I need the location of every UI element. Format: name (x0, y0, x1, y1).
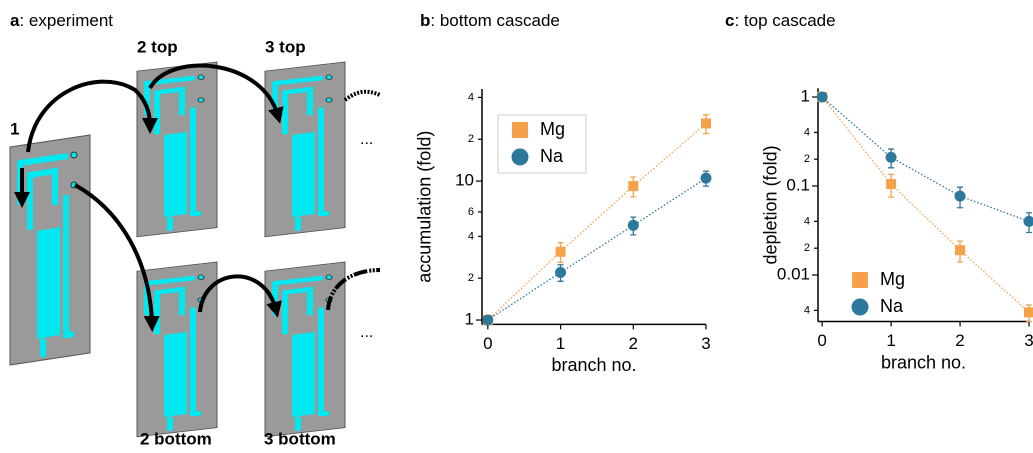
y-tick-label: 0.1 (786, 175, 810, 194)
ellipsis: ... (360, 324, 373, 341)
y-tick-label: 4 (804, 304, 810, 316)
legend-label: Mg (540, 119, 565, 139)
marker (555, 267, 566, 278)
legend-swatch (852, 272, 868, 288)
marker (1024, 307, 1033, 317)
legend-label: Na (880, 296, 904, 316)
x-axis-label: branch no. (881, 352, 966, 372)
marker (701, 173, 712, 184)
legend-label: Mg (880, 269, 905, 289)
chip-label: 2 bottom (140, 429, 212, 448)
y-tick-label: 1 (465, 310, 474, 329)
chart-title: b: bottom cascade (420, 11, 560, 30)
x-tick-label: 2 (629, 334, 638, 353)
marker (955, 191, 966, 202)
series-line (822, 97, 1029, 221)
legend: Mg Na (498, 115, 586, 173)
y-tick-label: 6 (468, 206, 474, 218)
y-tick-label: 4 (468, 230, 474, 242)
chart: c: top cascade 1 4 2 0.1 4 2 0.01 4 0 1 2 3 branch no… (725, 11, 1033, 372)
y-axis-label: depletion (fold) (761, 145, 781, 264)
panel-letter: b (420, 11, 430, 30)
arrow-tail (345, 92, 380, 100)
panel-letter: c (725, 11, 734, 30)
marker (482, 315, 493, 326)
y-tick-label: 1 (801, 87, 810, 106)
x-tick-label: 1 (556, 334, 565, 353)
marker (628, 220, 639, 231)
y-tick-label: 4 (804, 215, 810, 227)
panel-title: a: experiment (10, 11, 113, 30)
chip (265, 62, 345, 237)
x-tick-label: 0 (817, 331, 826, 350)
title-text: : bottom cascade (430, 11, 559, 30)
series-line (488, 178, 706, 320)
chip-label: 2 top (137, 37, 178, 56)
marker (701, 118, 711, 128)
y-tick-label: 0.01 (777, 264, 810, 283)
chart-title: c: top cascade (725, 11, 836, 30)
y-tick-label: 4 (804, 126, 810, 138)
y-axis-label: accumulation (fold) (415, 131, 435, 283)
panel-a: a: experiment 1 2 top 3 top 2 bottom 3 b… (10, 11, 380, 448)
ellipsis: ... (360, 131, 373, 148)
y-tick-label: 2 (468, 272, 474, 284)
y-tick-label: 2 (804, 153, 810, 165)
chip-label: 3 top (265, 37, 306, 56)
marker (1024, 216, 1033, 227)
x-tick-label: 2 (955, 331, 964, 350)
marker (886, 152, 897, 163)
marker (955, 245, 965, 255)
x-tick-label: 1 (886, 331, 895, 350)
y-tick-label: 2 (468, 133, 474, 145)
legend-swatch (852, 299, 869, 316)
marker (886, 179, 896, 189)
y-tick-label: 10 (455, 171, 474, 190)
y-tick-label: 2 (804, 242, 810, 254)
chip-label: 3 bottom (264, 429, 336, 448)
marker (628, 181, 638, 191)
legend: Mg Na (852, 269, 906, 316)
x-tick-label: 3 (701, 334, 710, 353)
legend-swatch (512, 149, 529, 166)
chip (265, 262, 345, 437)
marker (556, 247, 566, 257)
marker (817, 92, 828, 103)
y-tick-label: 4 (468, 91, 474, 103)
legend-label: Na (540, 146, 564, 166)
x-tick-label: 3 (1024, 331, 1033, 350)
chip-label: 1 (10, 119, 19, 138)
figure: a: experiment 1 2 top 3 top 2 bottom 3 b… (0, 0, 1033, 453)
x-axis-label: branch no. (551, 355, 636, 375)
legend-swatch (512, 122, 528, 138)
panel-text: : experiment (19, 11, 113, 30)
title-text: : top cascade (734, 11, 835, 30)
x-tick-label: 0 (483, 334, 492, 353)
chip (137, 62, 217, 237)
